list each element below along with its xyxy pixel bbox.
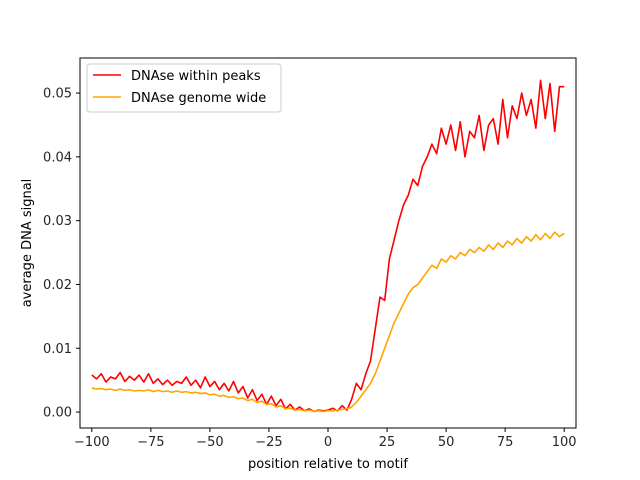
y-tick-label: 0.00 [43, 406, 72, 421]
legend-box [86, 63, 282, 113]
legend-label-genome-wide: DNAse genome wide [131, 91, 266, 106]
x-axis-label: position relative to motif [248, 457, 408, 472]
y-axis-label: average DNA signal [20, 179, 35, 308]
y-tick-label: 0.03 [43, 214, 72, 229]
x-tick-label: 25 [379, 435, 396, 450]
y-tick-label: 0.05 [43, 87, 72, 102]
y-tick-label: 0.01 [43, 342, 72, 357]
x-tick-label: −25 [255, 435, 282, 450]
y-axis: 0.00 0.01 0.02 0.03 0.04 0.05 [43, 87, 80, 421]
x-tick-label: −100 [74, 435, 110, 450]
x-tick-label: 50 [438, 435, 455, 450]
x-tick-label: −50 [196, 435, 223, 450]
x-tick-label: 0 [324, 435, 332, 450]
y-tick-label: 0.04 [43, 150, 72, 165]
legend-label-within-peaks: DNAse within peaks [131, 69, 261, 84]
x-tick-label: 75 [497, 435, 514, 450]
legend: DNAse within peaks DNAse genome wide [86, 63, 282, 113]
x-axis: −100 −75 −50 −25 0 25 50 75 100 [74, 428, 577, 450]
y-tick-label: 0.02 [43, 278, 72, 293]
plot-lines [91, 79, 565, 413]
series-line-genome-wide [91, 231, 565, 413]
x-tick-label: 100 [552, 435, 577, 450]
x-tick-label: −75 [137, 435, 164, 450]
